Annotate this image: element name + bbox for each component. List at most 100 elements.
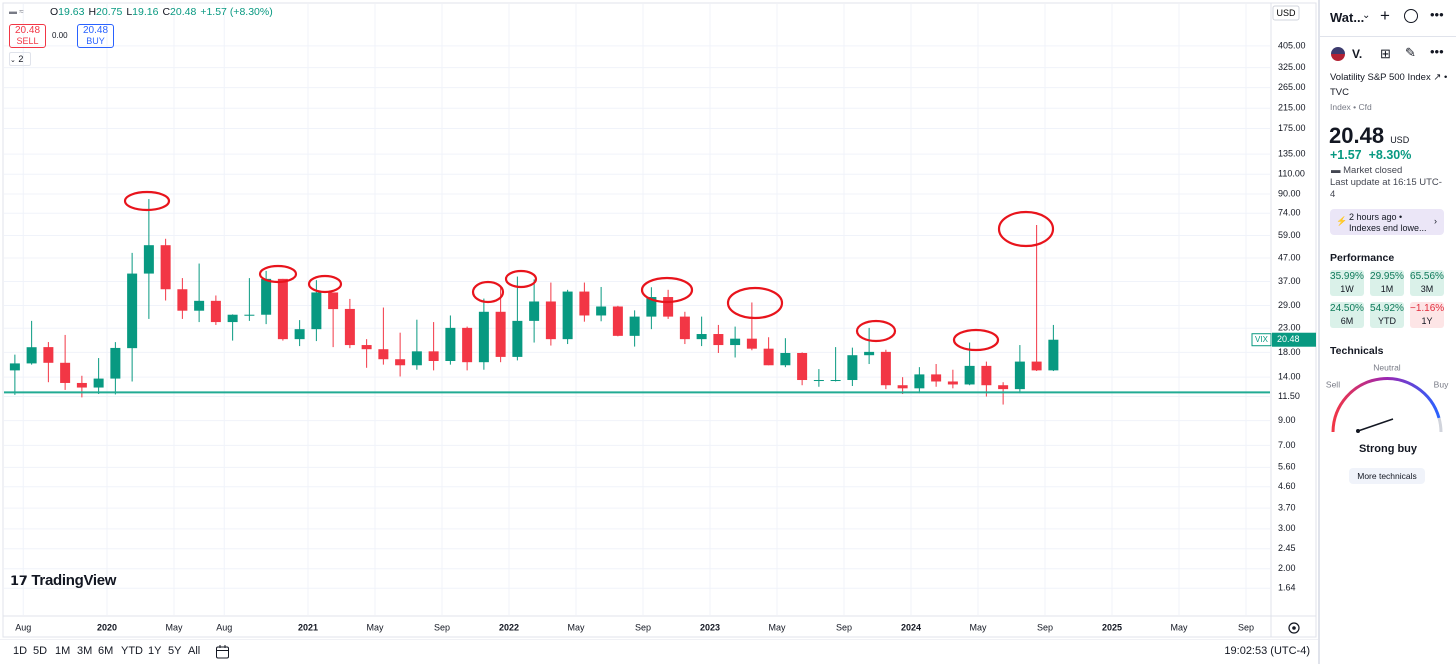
x-tick-label: 2021 (298, 622, 318, 632)
candle-body (160, 245, 171, 290)
separator (1320, 36, 1456, 37)
edit-icon[interactable]: ✎ (1405, 45, 1416, 60)
x-tick-label: Sep (1238, 622, 1254, 632)
y-tick-label: 18.00 (1278, 347, 1301, 357)
timeframe-button[interactable]: 1Y (148, 645, 162, 657)
candle-body (545, 301, 556, 340)
candle-body (277, 278, 288, 340)
candle-body (428, 351, 439, 361)
symbol-icons[interactable]: ▬ ≈ (9, 7, 24, 16)
legend-key: L (126, 6, 133, 18)
performance-cell: 65.56% 3M (1410, 270, 1444, 296)
more-icon[interactable]: ••• (1430, 44, 1444, 59)
candle-body (596, 306, 607, 316)
candle-body (76, 382, 87, 388)
annotation-circle (997, 210, 1055, 248)
x-tick-label: May (1170, 622, 1188, 632)
settings-icon[interactable] (1288, 622, 1300, 634)
candle-body (730, 338, 741, 346)
candle-body (897, 385, 908, 389)
more-icon[interactable]: ••• (1430, 7, 1444, 22)
alert-icon[interactable] (1404, 9, 1418, 23)
legend-value: 19.16 (132, 6, 159, 18)
candle-body (26, 347, 37, 364)
y-tick-label: 4.60 (1278, 481, 1296, 491)
chevron: › (1434, 216, 1437, 226)
annotation-circle (504, 269, 538, 289)
y-tick-label: 265.00 (1278, 82, 1306, 92)
x-tick-label: 2020 (97, 622, 117, 632)
candle-body (813, 380, 824, 382)
add-icon[interactable]: + (1380, 6, 1390, 25)
timeframe-button[interactable]: 1D (13, 645, 28, 657)
candle-body (462, 327, 473, 363)
brand: 𝟭𝟳 TradingView (10, 572, 117, 589)
gauge-arc (1331, 377, 1441, 433)
y-tick-label: 1.64 (1278, 583, 1296, 593)
timeframe-button[interactable]: All (188, 645, 201, 657)
watchlist-title[interactable]: Wat... (1330, 10, 1365, 25)
candle-body (847, 355, 858, 381)
candle-body (395, 359, 406, 366)
timeframe-button[interactable]: 1M (55, 645, 71, 657)
dropdown[interactable]: ⌄ (1362, 10, 1371, 21)
buy-label: BUY (86, 36, 105, 46)
x-tick-label: Sep (1037, 622, 1053, 632)
annotation-circle (640, 276, 694, 304)
annotation-circle (855, 319, 897, 343)
performance-cell: 24.50% 6M (1330, 302, 1364, 328)
candle-body (529, 301, 540, 321)
candle-body (830, 380, 841, 382)
x-tick-label: Aug (216, 622, 232, 632)
performance-cell: −1.16% 1Y (1410, 302, 1444, 328)
gauge-neutral: Neutral (1373, 362, 1401, 372)
layout-icon[interactable]: ⊞ (1380, 46, 1391, 61)
y-tick-label: 215.00 (1278, 103, 1306, 113)
timeframe-button[interactable]: 5Y (168, 645, 182, 657)
y-tick-label: 135.00 (1278, 148, 1306, 158)
candle-body (1048, 339, 1059, 371)
indicators-count: 2 (18, 54, 24, 64)
calendar-icon[interactable] (215, 644, 231, 660)
performance-title: Performance (1330, 252, 1395, 264)
annotation-circle (952, 328, 1000, 352)
news-time-row: 2 hours ago • (1349, 212, 1403, 222)
timeframe-button[interactable]: YTD (121, 645, 143, 657)
candle-body (177, 289, 188, 311)
annotation-circle (258, 264, 298, 284)
performance-period: 1Y (1421, 316, 1433, 326)
more-technicals-button[interactable]: More technicals (1349, 468, 1425, 484)
candle-body (579, 291, 590, 316)
y-tick-label: 23.00 (1278, 323, 1301, 333)
symbol: V. (1352, 47, 1363, 61)
performance-value: 54.92% (1370, 303, 1404, 314)
candle-body (931, 374, 942, 382)
currency[interactable]: USD (1276, 8, 1296, 18)
y-tick-label: 3.00 (1278, 523, 1296, 533)
timeframe-button[interactable]: 5D (33, 645, 48, 657)
news-headline: Indexes end lowe... (1349, 223, 1427, 233)
x-tick-label: Aug (15, 622, 31, 632)
y-tick-label: 175.00 (1278, 123, 1306, 133)
sell-button[interactable]: 20.48 SELL (9, 24, 46, 48)
last-update: Last update at 16:15 UTC-4 (1330, 177, 1442, 200)
timeframe-button[interactable]: 6M (98, 645, 114, 657)
news-card[interactable]: ⚡ 2 hours ago • Indexes end lowe... › (1330, 209, 1444, 235)
performance-value: 29.95% (1370, 271, 1404, 282)
y-tick-label: 2.45 (1278, 543, 1296, 553)
kind: Index (1330, 102, 1351, 112)
y-tick-label: 47.00 (1278, 252, 1301, 262)
gauge-needle (1357, 418, 1394, 432)
candle-body (1014, 361, 1025, 390)
indicators-toggle[interactable]: ⌄ 2 (9, 52, 31, 66)
gauge-pivot (1356, 429, 1360, 433)
candle-body (311, 292, 322, 330)
candle-body (43, 347, 54, 363)
currency-box[interactable] (1272, 5, 1300, 21)
performance-period: 3M (1420, 284, 1434, 294)
candle-body (478, 311, 489, 363)
timeframe-button[interactable]: 3M (77, 645, 93, 657)
x-tick-label: 2022 (499, 622, 519, 632)
buy-button[interactable]: 20.48 BUY (77, 24, 114, 48)
